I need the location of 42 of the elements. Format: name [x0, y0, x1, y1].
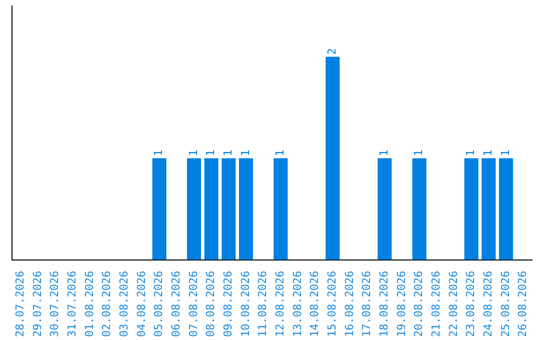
- x-tick-label: 05.08.2026: [152, 270, 166, 338]
- data-label: 1: [482, 150, 495, 156]
- x-tick-label: 06.08.2026: [170, 270, 183, 338]
- x-tick-label: 21.08.2026: [430, 270, 443, 338]
- x-tick-label: 24.08.2026: [482, 270, 495, 338]
- x-tick-label: 22.08.2026: [446, 270, 460, 338]
- x-tick-label: 01.08.2026: [82, 270, 96, 338]
- x-tick-label: 15.08.2026: [326, 270, 339, 338]
- x-tick-label: 08.08.2026: [204, 270, 218, 338]
- x-tick-label: 23.08.2026: [464, 270, 478, 338]
- data-label: 1: [274, 150, 287, 156]
- x-tick-label: 31.07.2026: [66, 270, 79, 338]
- data-label: 1: [204, 150, 218, 156]
- x-tick-label: 11.08.2026: [256, 270, 270, 338]
- x-tick-label: 25.08.2026: [498, 270, 512, 338]
- x-tick-label: 19.08.2026: [394, 270, 408, 338]
- data-label: 1: [222, 150, 235, 156]
- data-label: 1: [412, 150, 426, 156]
- x-tick-label: 20.08.2026: [412, 270, 426, 338]
- data-label: 1: [378, 150, 391, 156]
- x-tick-label: 02.08.2026: [100, 270, 114, 338]
- x-tick-label: 17.08.2026: [360, 270, 374, 338]
- data-label: 2: [326, 48, 339, 55]
- x-tick-label: 04.08.2026: [134, 270, 148, 338]
- x-tick-label: 28.07.2026: [14, 270, 27, 338]
- x-tick-label: 29.07.2026: [30, 270, 44, 338]
- data-label: 1: [464, 150, 478, 156]
- data-label: 1: [186, 150, 200, 156]
- x-tick-label: 30.07.2026: [48, 270, 62, 338]
- x-tick-label: 13.08.2026: [290, 270, 304, 338]
- x-tick-label: 26.08.2026: [516, 270, 530, 338]
- x-tick-label: 09.08.2026: [222, 270, 235, 338]
- data-label: 1: [498, 150, 512, 156]
- x-tick-label: 12.08.2026: [274, 270, 287, 338]
- data-label: 1: [152, 150, 166, 156]
- x-tick-label: 07.08.2026: [186, 270, 200, 338]
- x-tick-label: 18.08.2026: [378, 270, 391, 338]
- x-tick-label: 14.08.2026: [308, 270, 322, 338]
- data-label: 1: [238, 150, 252, 156]
- x-tick-label: 16.08.2026: [342, 270, 356, 338]
- x-tick-label: 10.08.2026: [238, 270, 252, 338]
- x-tick-label: 03.08.2026: [118, 270, 131, 338]
